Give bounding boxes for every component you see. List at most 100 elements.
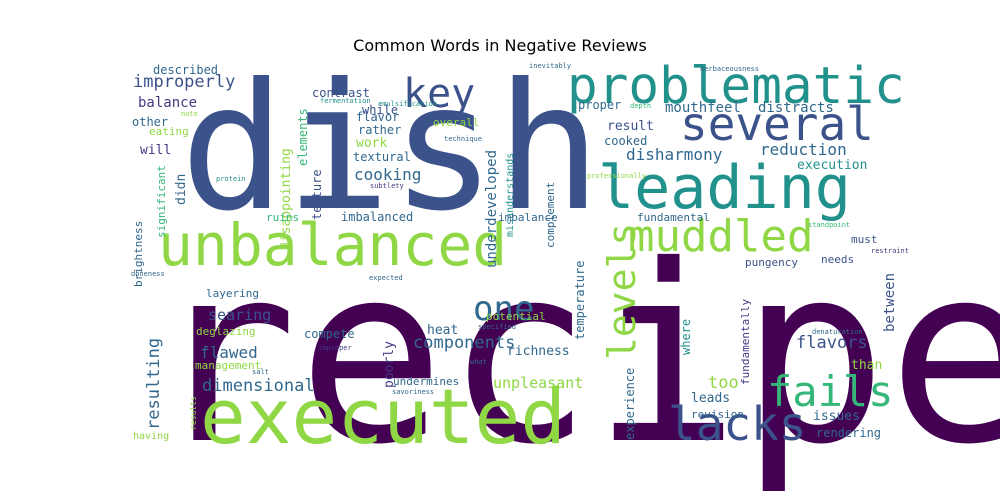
word-flawed: flawed [200,343,258,362]
word-searing: searing [208,306,271,324]
word-fails: fails [767,367,893,416]
word-what: what [470,358,487,366]
word-didn: didn [174,174,189,205]
word-complement: complement [544,182,557,248]
word-ruins: ruins [266,211,299,224]
word-professionally: professionally [587,172,646,180]
word-other: other [132,115,168,129]
word-heat: heat [427,323,458,338]
word-execution: execution [797,158,867,173]
word-fundamental: fundamental [637,211,710,224]
word-deglazing: deglazing [196,325,256,338]
word-note: note [181,110,198,118]
word-too: too [708,373,739,393]
word-leading: leading [598,153,851,223]
word-resulting: resulting [144,338,164,430]
word-balance: balance [138,95,197,111]
word-key: key [403,71,475,117]
word-rendering: rendering [816,426,881,440]
word-needs: needs [821,253,854,266]
word-having: having [133,431,169,442]
word-problematic: problematic [567,57,905,116]
word-restraint: restraint [871,247,909,255]
word-eating: eating [149,125,189,138]
word-inevitably: inevitably [529,62,571,70]
word-contrast: contrast [312,86,370,100]
word-results: results [189,396,198,430]
word-subtlety: subtlety [370,182,404,190]
word-disappointing: disappointing [279,148,294,250]
word-textural: textural [353,150,411,164]
word-layering: layering [206,287,259,300]
word-recipe: recipe [150,213,1000,498]
word-fermentation: fermentation [320,97,371,105]
word-executed: executed [200,372,566,461]
word-specified: specified [478,323,516,331]
word-result: result [607,119,654,134]
word-several: several [680,97,874,151]
word-temperature: temperature [573,261,587,340]
word-between: between [882,273,898,332]
word-cooked: cooked [604,134,647,148]
word-cooking: cooking [354,165,421,184]
word-compete: compete [304,327,355,341]
word-brightness: brightness [132,221,145,287]
word-experience: experience [623,368,637,440]
word-than: than [851,358,882,373]
word-lacks: lacks [668,397,806,451]
word-issues: issues [813,409,860,424]
word-leads: leads [691,391,730,406]
word-salt: salt [252,368,269,376]
word-reduction: reduction [760,140,847,159]
word-improper: improper [318,344,352,352]
word-undermines: undermines [393,375,459,388]
word-standpoint: standpoint [808,221,850,229]
word-proper: proper [578,98,621,112]
word-poorly: poorly [382,341,397,388]
word-mouthfeel: mouthfeel [665,100,741,116]
word-flavor: flavor [356,110,399,124]
word-herbaceousness: herbaceousness [700,65,759,73]
word-while: while [362,103,398,117]
word-imbalance: imbalance [498,211,558,224]
word-described: described [153,63,218,77]
word-potential: potential [486,310,546,323]
chart-title: Common Words in Negative Reviews [353,36,647,55]
word-muddled: muddled [628,211,813,262]
word-protein: protein [216,175,246,183]
word-fundamentally: fundamentally [739,299,752,385]
word-significant: significant [155,165,168,238]
word-denaturation: denaturation [812,328,863,336]
word-rather: rather [358,123,401,137]
word-imbalanced: imbalanced [341,210,413,224]
word-richness: richness [507,344,570,359]
word-work: work [356,136,387,151]
word-elements: elements [296,108,310,166]
word-underdeveloped: underdeveloped [484,150,500,268]
word-depth: depth [630,102,651,110]
word-components: components [413,333,515,353]
word-disharmony: disharmony [626,145,723,164]
word-expected: expected [369,274,403,282]
word-levels: levels [600,223,644,360]
word-one: one [473,289,534,329]
word-management: management [195,359,261,372]
word-misunderstands: misunderstands [505,153,516,237]
word-dish: dish [180,47,601,250]
word-distracts: distracts [758,100,834,116]
word-emulsification: emulsification [378,100,437,108]
word-improperly: improperly [133,72,235,92]
word-will: will [140,143,171,158]
word-unpleasant: unpleasant [493,374,583,392]
word-overall: overall [433,116,479,129]
word-texture: texture [310,169,324,220]
word-where: where [679,319,693,355]
word-revision: revision [691,408,744,421]
word-dimensional: dimensional [202,376,315,396]
word-must: must [851,233,878,246]
word-unbalanced: unbalanced [158,211,507,279]
word-savoriness: savoriness [392,388,434,396]
word-pungency: pungency [745,256,798,269]
word-flavors: flavors [796,333,868,353]
